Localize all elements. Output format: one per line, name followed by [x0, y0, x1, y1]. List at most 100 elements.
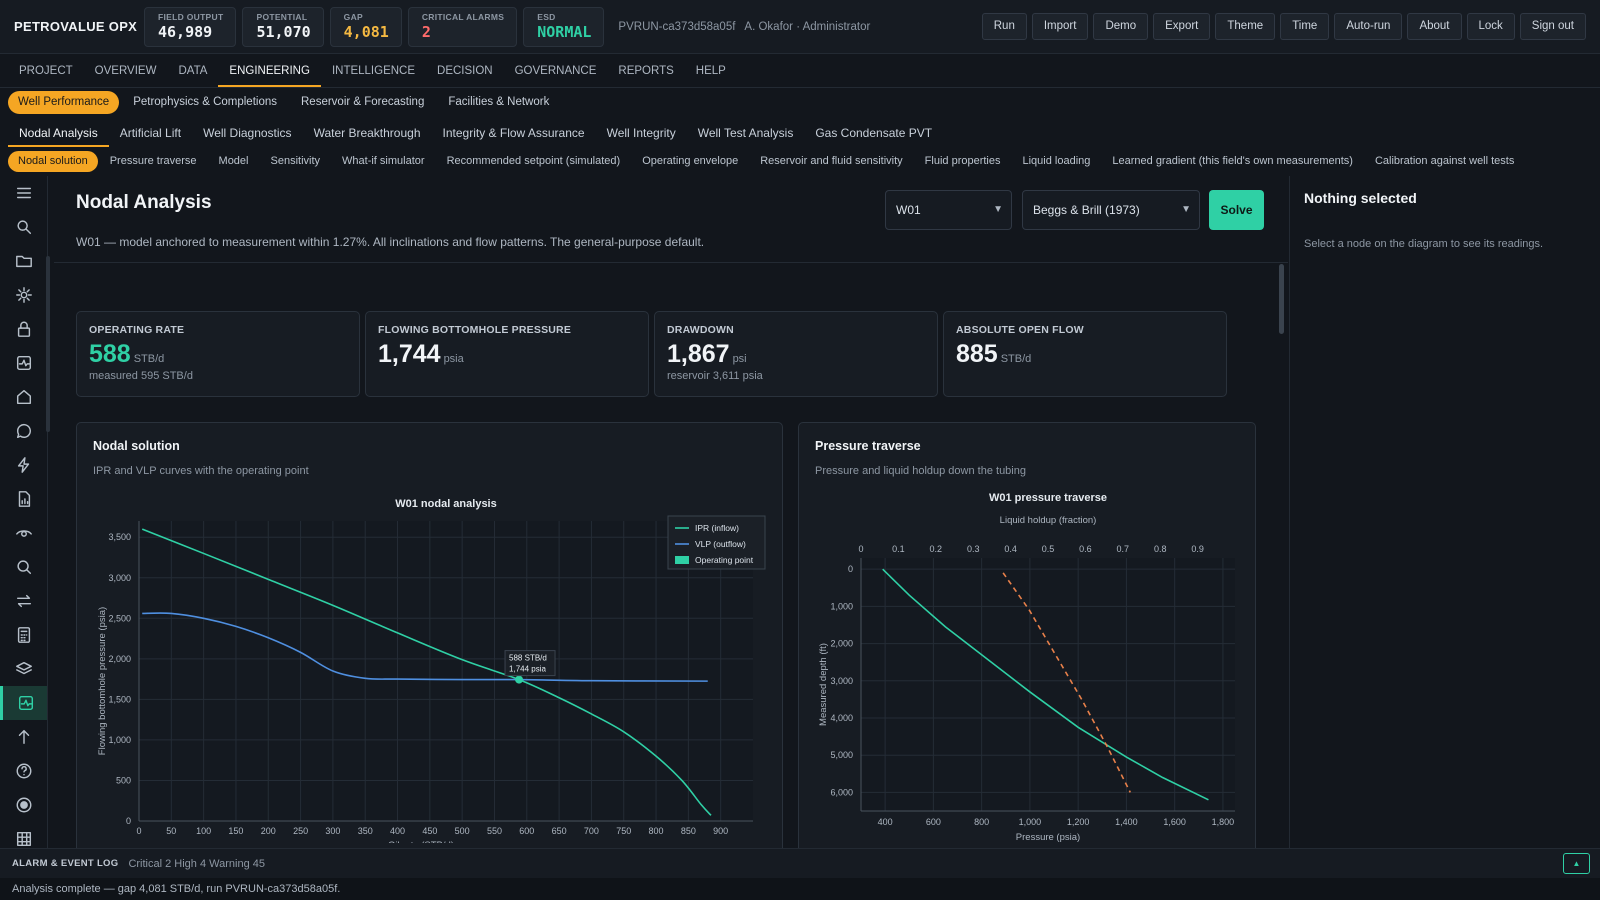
top-buttons: Run Import Demo Export Theme Time Auto-run Abou… [981, 13, 1586, 40]
rail-item-grid[interactable] [0, 822, 47, 848]
y-tick-label: 6,000 [830, 787, 853, 797]
tab-integrity-flow-assurance[interactable]: Integrity & Flow Assurance [442, 126, 585, 140]
metric-value: 1,744 [378, 340, 441, 368]
rail-item-search[interactable] [0, 210, 47, 244]
x-tick-label: 800 [974, 817, 989, 827]
x-tick-label: 1,000 [1019, 817, 1042, 827]
tab-artificial-lift[interactable]: Artificial Lift [119, 126, 182, 140]
record-icon [16, 797, 32, 813]
section-petrophysics-completions[interactable]: Petrophysics & Completions [133, 96, 277, 108]
chevron-down-icon: ▼ [1181, 204, 1191, 215]
tab-well-diagnostics[interactable]: Well Diagnostics [203, 126, 292, 140]
rail-item-folder[interactable] [0, 244, 47, 278]
y-tick-label: 2,000 [830, 639, 853, 649]
export-button[interactable]: Export [1153, 13, 1211, 40]
view-model[interactable]: Model [218, 155, 249, 167]
rail-item-lock[interactable] [0, 312, 47, 346]
nav-governance[interactable]: GOVERNANCE [514, 65, 597, 77]
rail-item-bolt[interactable] [0, 448, 47, 482]
view-recommended-setpoint-simulated[interactable]: Recommended setpoint (simulated) [446, 155, 621, 167]
x2-tick-label: 0.2 [930, 544, 943, 554]
rail-item-record[interactable] [0, 788, 47, 822]
traverse-panel: Pressure traverse Pressure and liquid ho… [798, 422, 1256, 848]
view-nodal-solution[interactable]: Nodal solution [8, 151, 98, 172]
series-line-vlp[interactable] [142, 612, 708, 682]
lock-button[interactable]: Lock [1466, 13, 1515, 40]
view-fluid-properties[interactable]: Fluid properties [924, 155, 1001, 167]
about-button[interactable]: About [1407, 13, 1462, 40]
main-scrollbar[interactable] [1279, 264, 1284, 334]
sign-out-button[interactable]: Sign out [1519, 13, 1586, 40]
rail-item-swap[interactable] [0, 584, 47, 618]
section-facilities-network[interactable]: Facilities & Network [448, 96, 550, 108]
theme-button[interactable]: Theme [1215, 13, 1276, 40]
nodal-chart[interactable]: W01 nodal analysis 0 50 100 150 200 250 300 350 4… [77, 423, 784, 843]
expand-icon[interactable]: ▲ [1563, 853, 1590, 874]
operating-point[interactable] [515, 675, 524, 684]
nav-engineering[interactable]: ENGINEERING [218, 55, 321, 87]
y-tick-label: 1,500 [108, 694, 131, 704]
tab-well-integrity[interactable]: Well Integrity [606, 126, 676, 140]
traverse-chart[interactable]: W01 pressure traverse Liquid holdup (frac… [799, 423, 1257, 843]
rail-item-gear[interactable] [0, 278, 47, 312]
tab-gas-condensate-pvt[interactable]: Gas Condensate PVT [815, 126, 933, 140]
holdup-line[interactable] [1002, 572, 1131, 793]
view-liquid-loading[interactable]: Liquid loading [1022, 155, 1091, 167]
run-button[interactable]: Run [981, 13, 1027, 40]
main-content: Nodal Analysis W01 — model anchored to m… [54, 176, 1288, 848]
rail-item-arrow-up[interactable] [0, 720, 47, 754]
rail-item-activity[interactable] [0, 346, 47, 380]
well-select[interactable]: W01 ▼ [885, 190, 1012, 230]
alarm-bar[interactable]: ALARM & EVENT LOG Critical 2 High 4 Warn… [0, 848, 1600, 878]
nav-decision[interactable]: DECISION [437, 65, 493, 77]
import-button[interactable]: Import [1031, 13, 1089, 40]
rail-item-layers[interactable] [0, 652, 47, 686]
x-tick-label: 400 [390, 826, 405, 836]
rail-item-report[interactable] [0, 482, 47, 516]
nav-intelligence[interactable]: INTELLIGENCE [331, 65, 416, 77]
metric-card-flowing-bottomhole-pressure: FLOWING BOTTOMHOLE PRESSURE 1,744 psia [365, 311, 649, 397]
rail-item-home[interactable] [0, 380, 47, 414]
nav-project[interactable]: PROJECT [19, 65, 73, 77]
rail-scrollbar[interactable] [46, 256, 50, 432]
section-reservoir-forecasting[interactable]: Reservoir & Forecasting [301, 96, 425, 108]
rail-item-pulse[interactable] [0, 686, 47, 720]
tab-water-breakthrough[interactable]: Water Breakthrough [313, 126, 421, 140]
nav-overview[interactable]: OVERVIEW [94, 65, 157, 77]
demo-button[interactable]: Demo [1093, 13, 1149, 40]
calculator-icon [17, 627, 31, 643]
tab-well-test-analysis[interactable]: Well Test Analysis [697, 126, 794, 140]
kpi-label: ESD [537, 11, 556, 22]
x-tick-label: 800 [649, 826, 664, 836]
pressure-line[interactable] [882, 568, 1209, 801]
rail-item-eye[interactable] [0, 516, 47, 550]
view-sensitivity[interactable]: Sensitivity [270, 155, 321, 167]
view-operating-envelope[interactable]: Operating envelope [642, 155, 739, 167]
nav-reports[interactable]: REPORTS [618, 65, 674, 77]
view-reservoir-and-fluid-sensitivity[interactable]: Reservoir and fluid sensitivity [760, 155, 903, 167]
view-calibration-against-well-tests[interactable]: Calibration against well tests [1374, 155, 1515, 167]
section-well-performance[interactable]: Well Performance [8, 91, 120, 114]
rail-item-magnify[interactable] [0, 550, 47, 584]
pulse-icon [18, 695, 33, 711]
auto-run-button[interactable]: Auto-run [1334, 13, 1403, 40]
rail-item-chat[interactable] [0, 414, 47, 448]
view-pressure-traverse[interactable]: Pressure traverse [109, 155, 197, 167]
kpi-value: 51,070 [256, 22, 311, 41]
rail-item-help[interactable] [0, 754, 47, 788]
rail-item-menu[interactable] [0, 176, 47, 210]
tab-nodal-analysis[interactable]: Nodal Analysis [8, 120, 109, 147]
metric-card-drawdown: DRAWDOWN 1,867 psi reservoir 3,611 psia [654, 311, 938, 397]
nav-help[interactable]: HELP [695, 65, 726, 77]
y-axis-label: Measured depth (ft) [818, 643, 829, 726]
nav-data[interactable]: DATA [178, 65, 208, 77]
series-line-ipr[interactable] [141, 528, 712, 816]
correlation-select[interactable]: Beggs & Brill (1973) ▼ [1022, 190, 1200, 230]
view-what-if-simulator[interactable]: What-if simulator [342, 155, 425, 167]
view-learned-gradient-this-field-s-own-measurements[interactable]: Learned gradient (this field's own measu… [1112, 155, 1353, 167]
solve-button[interactable]: Solve [1209, 190, 1264, 230]
well-select-value: W01 [896, 203, 921, 217]
rail-item-calculator[interactable] [0, 618, 47, 652]
time-button[interactable]: Time [1280, 13, 1330, 40]
alarm-title: ALARM & EVENT LOG [12, 858, 119, 869]
